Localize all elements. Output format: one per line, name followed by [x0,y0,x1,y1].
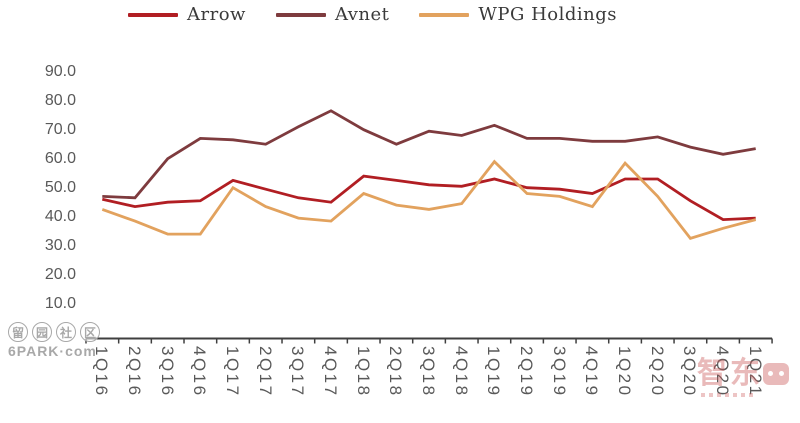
x-axis-tick-label: 1Q19 [484,346,504,398]
robot-face-icon [763,363,789,385]
watermark-char: 智 [697,356,727,391]
legend-line-swatch [275,12,326,17]
y-axis-tick-label: 20.0 [44,265,76,283]
legend-label: Avnet [334,4,390,25]
legend-item-avnet: Avnet [275,4,390,25]
x-axis-tick-label: 2Q16 [125,346,144,398]
series-line-avnet [102,109,756,200]
legend-line-swatch [419,12,470,17]
y-axis-tick-label: 40.0 [44,207,76,225]
legend-item-arrow: Arrow [128,4,246,25]
seal-char: 社 [56,322,76,342]
x-axis-tick-label: 4Q17 [321,346,341,398]
x-axis-tick-label: 3Q16 [157,346,177,398]
x-axis-tick-label: 2Q18 [386,346,406,398]
x-axis-tick-label: 4Q19 [582,346,602,398]
x-axis-tick-label: 1Q18 [353,346,373,398]
y-axis-tick-label: 50.0 [44,178,76,196]
x-axis-tick-label: 3Q17 [288,346,308,398]
x-axis-tick-label: 2Q17 [255,346,275,398]
series-line-wpg-holdings [101,159,757,241]
x-axis-tick-label: 2Q20 [647,346,667,398]
x-axis-tick-label: 2Q19 [517,346,537,398]
x-axis-tick-label: 1Q20 [615,346,635,398]
y-axis-tick-label: 80.0 [44,91,76,109]
legend-line-swatch [128,12,178,17]
legend-label: Arrow [187,4,246,25]
seal-char: 园 [32,322,52,342]
x-axis-tick-label: 4Q18 [451,346,471,398]
x-axis-tick-label: 1Q17 [223,346,242,398]
x-axis-tick-label: 3Q18 [419,346,439,398]
legend-label: WPG Holdings [478,4,618,25]
watermark-6park-seal: 留 园 社 区 [8,322,100,342]
y-axis-tick-label: 10.0 [44,294,76,312]
x-axis-tick-label: 3Q19 [549,346,569,398]
watermark-char: 东 [730,356,760,391]
y-axis-tick-label: 90.0 [44,62,76,80]
chart-legend: Arrow Avnet WPG Holdings [128,4,617,25]
watermark-subtext [697,393,789,397]
y-axis-tick-label: 30.0 [44,236,76,254]
seal-char: 区 [80,322,100,342]
watermark-6park: 留 园 社 区 6PARK·com [8,322,100,359]
y-axis-tick-label: 60.0 [44,149,76,167]
y-axis-tick-label: 70.0 [44,120,76,138]
x-axis-tick-label: 4Q16 [190,346,210,398]
watermark-6park-text: 6PARK·com [8,343,97,359]
series-line-arrow [101,174,756,222]
watermark-zhidx: 智 东 [697,358,789,397]
legend-item-wpg-holdings: WPG Holdings [419,4,617,25]
seal-char: 留 [8,322,28,342]
